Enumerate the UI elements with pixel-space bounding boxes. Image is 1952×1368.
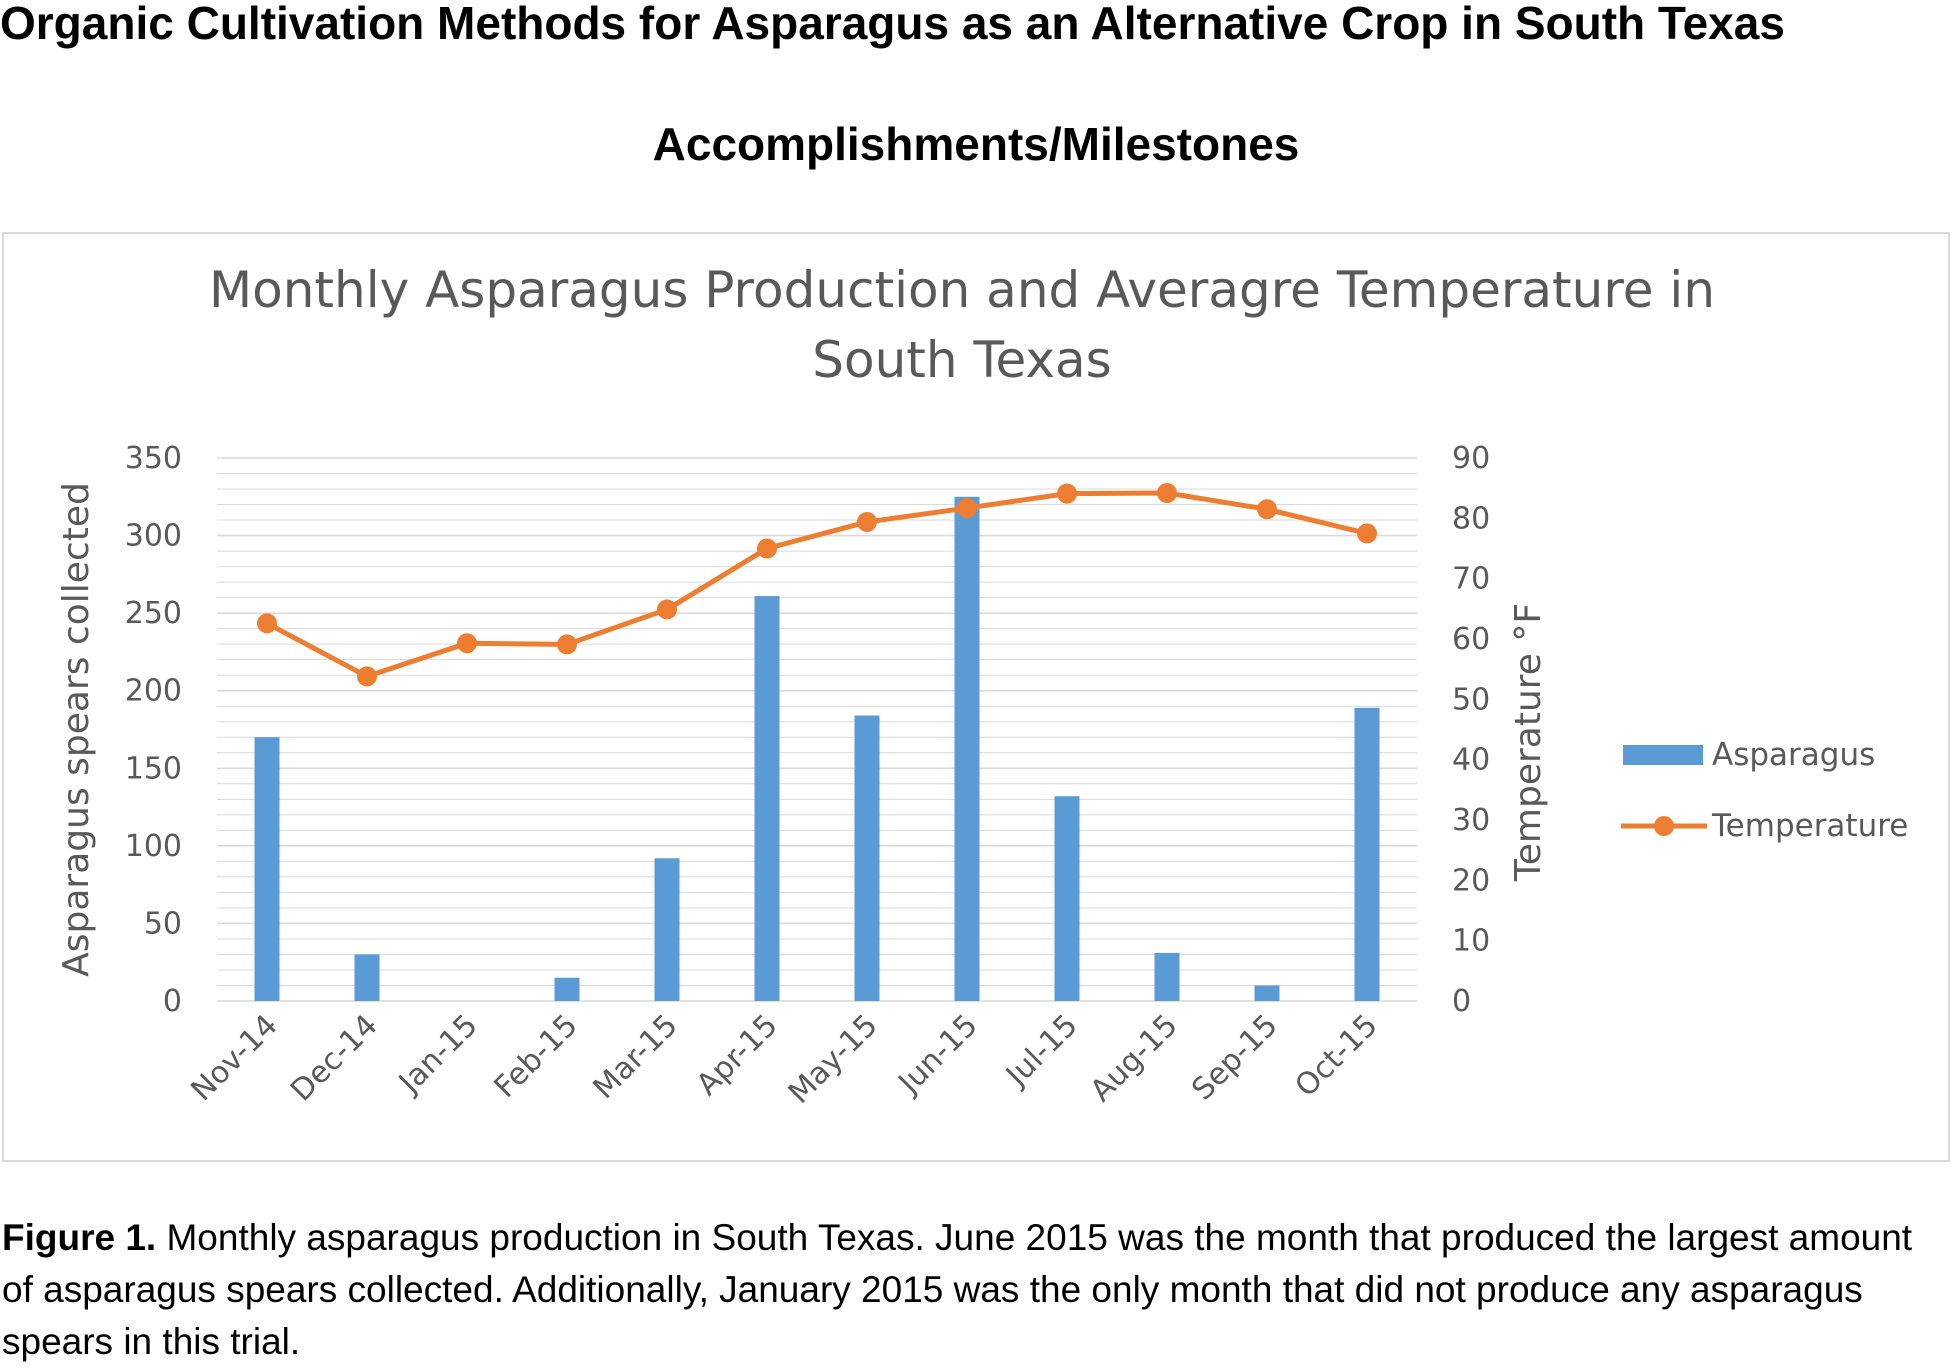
y-tick-label: 100 <box>125 829 182 864</box>
figure-caption: Figure 1. Monthly asparagus production i… <box>2 1212 1950 1368</box>
bar-asparagus <box>954 496 980 1001</box>
point-temperature <box>757 538 777 559</box>
y2-tick-label: 60 <box>1452 622 1490 657</box>
point-temperature <box>457 633 477 654</box>
point-temperature <box>1057 483 1077 504</box>
point-temperature <box>957 498 977 519</box>
chart-frame: Monthly Asparagus Production and Averagr… <box>2 232 1950 1162</box>
x-tick-label: Nov-14 <box>184 1008 284 1108</box>
y2-tick-label: 20 <box>1452 863 1490 898</box>
x-tick-label: Dec-14 <box>284 1008 384 1108</box>
x-tick-label: Oct-15 <box>1289 1008 1385 1104</box>
x-tick-label: Jun-15 <box>891 1008 985 1102</box>
x-tick-label: Sep-15 <box>1185 1008 1284 1107</box>
y2-tick-label: 80 <box>1452 501 1490 536</box>
x-tick-label: Mar-15 <box>587 1008 685 1106</box>
point-temperature <box>557 634 577 655</box>
bar-asparagus <box>254 737 280 1001</box>
y-axis-title: Asparagus spears collected <box>56 482 97 977</box>
y-tick-label: 300 <box>125 519 182 554</box>
caption-text: Monthly asparagus production in South Te… <box>2 1217 1913 1362</box>
bar-asparagus <box>654 858 680 1001</box>
x-tick-label: Jan-15 <box>391 1008 485 1102</box>
series-line-temperature <box>265 490 1368 679</box>
y2-tick-label: 90 <box>1452 441 1490 476</box>
y-tick-label: 350 <box>125 441 182 476</box>
point-temperature <box>1157 482 1177 503</box>
x-tick-label: Aug-15 <box>1084 1008 1185 1109</box>
x-tick-label: Jul-15 <box>998 1008 1084 1094</box>
y2-tick-label: 40 <box>1452 743 1490 778</box>
y2-tick-label: 50 <box>1452 682 1490 717</box>
y2-tick-label: 10 <box>1452 924 1490 959</box>
combo-chart: Monthly Asparagus Production and Averagr… <box>56 261 1908 1111</box>
point-temperature <box>1257 499 1277 520</box>
bar-asparagus <box>854 715 880 1001</box>
point-temperature <box>857 511 877 532</box>
bar-asparagus <box>1354 707 1380 1001</box>
legend-label-temperature: Temperature <box>1711 808 1908 844</box>
chart-title-line: Monthly Asparagus Production and Averagr… <box>209 261 1715 319</box>
y2-axis-title: Temperature °F <box>1508 603 1549 882</box>
page-title: Organic Cultivation Methods for Asparagu… <box>0 0 1785 49</box>
point-temperature <box>657 599 677 620</box>
y-tick-label: 0 <box>163 984 182 1019</box>
y-tick-label: 50 <box>144 906 182 941</box>
y2-tick-label: 30 <box>1452 803 1490 838</box>
bar-asparagus <box>354 954 380 1001</box>
x-tick-label: Feb-15 <box>488 1008 585 1105</box>
caption-label: Figure 1. <box>2 1217 157 1258</box>
legend-swatch-asparagus <box>1623 745 1703 765</box>
y-tick-label: 200 <box>125 674 182 709</box>
bar-asparagus <box>754 596 780 1001</box>
point-temperature <box>357 666 377 687</box>
y2-tick-label: 0 <box>1452 984 1471 1019</box>
bar-asparagus <box>1054 796 1080 1001</box>
y-tick-label: 250 <box>125 596 182 631</box>
section-subtitle: Accomplishments/Milestones <box>652 118 1300 170</box>
point-temperature <box>257 613 277 634</box>
chart-title-line: South Texas <box>812 331 1111 389</box>
x-tick-label: Apr-15 <box>690 1008 785 1103</box>
legend-marker-temperature <box>1654 816 1674 836</box>
legend-label-asparagus: Asparagus <box>1712 737 1875 773</box>
bar-asparagus <box>554 977 580 1001</box>
point-temperature <box>1357 523 1377 544</box>
bar-asparagus <box>1154 952 1180 1001</box>
y-tick-label: 150 <box>125 751 182 786</box>
x-tick-label: May-15 <box>782 1008 885 1111</box>
bar-asparagus <box>1254 985 1280 1001</box>
y2-tick-label: 70 <box>1452 562 1490 597</box>
